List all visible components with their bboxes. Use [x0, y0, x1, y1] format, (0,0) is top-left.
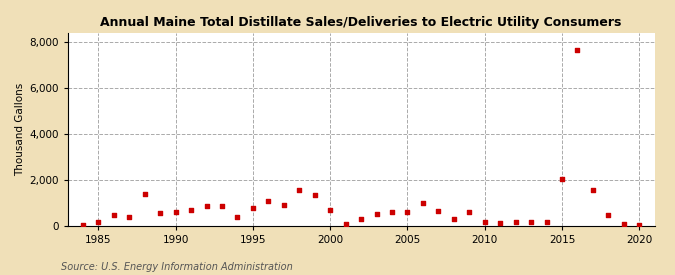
- Point: [479, 220, 490, 224]
- Text: Source: U.S. Energy Information Administration: Source: U.S. Energy Information Administ…: [61, 262, 292, 272]
- Point: [387, 210, 398, 214]
- Point: [541, 220, 552, 224]
- Point: [170, 210, 181, 214]
- Point: [433, 208, 443, 213]
- Point: [587, 187, 598, 192]
- Point: [448, 217, 459, 222]
- Point: [495, 221, 506, 225]
- Point: [294, 188, 304, 192]
- Point: [510, 219, 521, 224]
- Point: [217, 204, 227, 209]
- Point: [109, 213, 119, 217]
- Point: [155, 211, 165, 215]
- Point: [139, 192, 150, 196]
- Point: [572, 47, 583, 52]
- Point: [232, 215, 243, 220]
- Point: [309, 192, 320, 197]
- Point: [356, 216, 367, 221]
- Point: [201, 203, 212, 208]
- Point: [186, 208, 196, 212]
- Point: [93, 219, 104, 224]
- Point: [78, 223, 88, 227]
- Y-axis label: Thousand Gallons: Thousand Gallons: [15, 82, 25, 176]
- Title: Annual Maine Total Distillate Sales/Deliveries to Electric Utility Consumers: Annual Maine Total Distillate Sales/Deli…: [101, 16, 622, 29]
- Point: [526, 220, 537, 224]
- Point: [618, 221, 629, 226]
- Point: [603, 213, 614, 217]
- Point: [402, 210, 413, 214]
- Point: [418, 200, 429, 205]
- Point: [557, 176, 568, 181]
- Point: [464, 210, 475, 214]
- Point: [248, 206, 259, 211]
- Point: [634, 222, 645, 227]
- Point: [279, 203, 290, 207]
- Point: [124, 215, 135, 220]
- Point: [340, 222, 351, 227]
- Point: [325, 208, 335, 212]
- Point: [263, 199, 274, 203]
- Point: [371, 212, 382, 216]
